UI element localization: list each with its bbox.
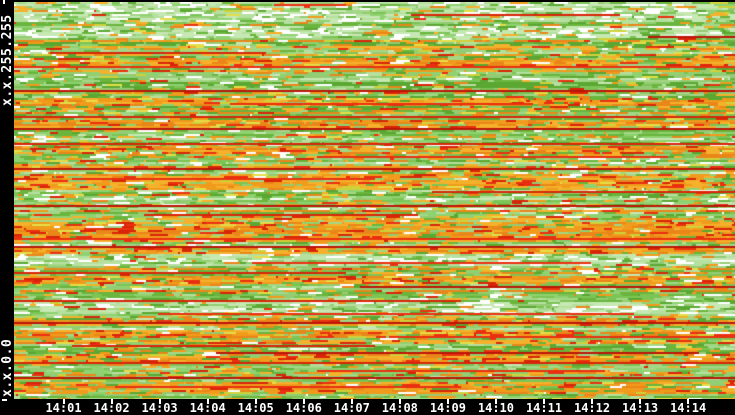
x-axis-tick [302,399,305,404]
x-tick-label: 14:08 [381,401,418,415]
x-tick-label: 14:09 [429,401,466,415]
x-axis-tick [494,399,497,404]
y-axis-bottom-tick [2,399,7,401]
x-axis-tick [398,399,401,404]
x-axis-tick [254,399,257,404]
x-tick-label: 14:14 [670,401,707,415]
y-axis-max-label: x.x.255.255 [0,14,15,106]
x-axis: 14:01 14:02 14:03 14:04 14:05 14:06 14:07 14:08… [0,399,735,415]
x-axis-tick [543,399,545,404]
x-axis-tick [446,399,449,404]
x-tick-label: 14:06 [285,401,322,415]
x-tick-label: 14:07 [333,401,370,415]
x-axis-tick [350,399,353,404]
x-tick-label: 14:10 [477,401,514,415]
y-axis-top-tick [3,0,5,4]
plot-top-border [14,0,735,2]
x-tick-label: 14:02 [93,401,130,415]
x-axis-tick [110,399,113,404]
x-axis-tick [158,399,161,404]
x-axis-tick [591,399,594,404]
y-axis-min-label: x.x.0.0 [0,338,15,397]
x-tick-label: 14:05 [237,401,274,415]
x-tick-label: 14:04 [189,401,226,415]
heatmap-plot-canvas [14,0,735,399]
x-axis-tick [206,399,209,404]
x-tick-label: 14:13 [622,401,659,415]
x-axis-tick [687,399,690,404]
x-axis-tick [62,399,65,404]
x-tick-label: 14:01 [45,401,82,415]
x-tick-label: 14:12 [573,401,611,415]
y-axis: x.x.255.255 x.x.0.0 [0,0,15,415]
x-tick-label: 14:03 [141,401,178,415]
x-axis-tick [639,399,642,404]
x-tick-label: 14:11 [525,401,563,415]
